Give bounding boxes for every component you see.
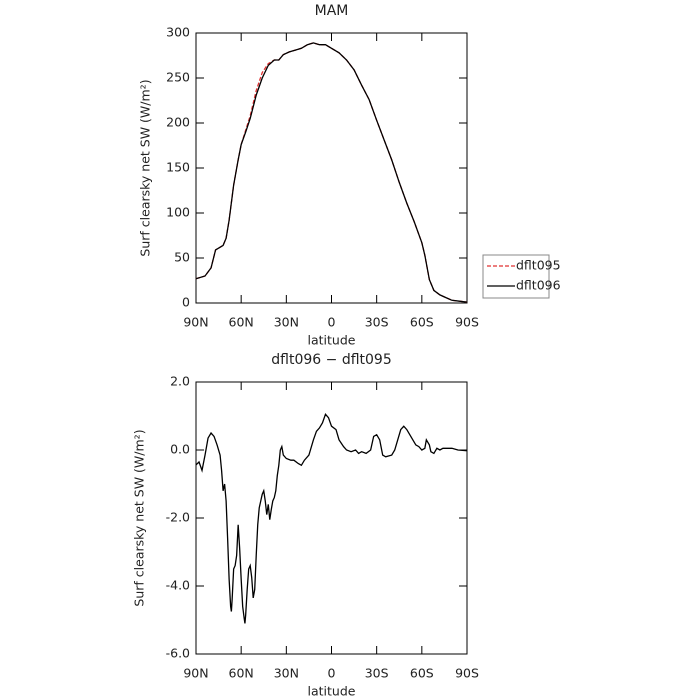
panel: dflt096 − dflt095 latitude Surf clearsky n… [132, 352, 479, 699]
data-line [195, 42, 468, 303]
x-tick-label: 30N [274, 315, 299, 330]
y-tick-label: -2.0 [166, 510, 190, 525]
x-tick-label: 60N [229, 666, 254, 681]
x-tick-label: 60S [410, 666, 434, 681]
plot-frame [195, 381, 468, 655]
x-tick-label: 0 [328, 315, 336, 330]
x-tick-label: 60N [229, 315, 254, 330]
x-tick-label: 30N [274, 666, 299, 681]
y-axis-label: Surf clearsky net SW (W/m²) [138, 79, 153, 256]
x-tick-label: 60S [410, 315, 434, 330]
chart-title: MAM [315, 3, 349, 19]
y-axis-label: Surf clearsky net SW (W/m²) [132, 429, 147, 606]
legend-box [482, 254, 550, 299]
panel: MAM latitude Surf clearsky net SW (W/m²) 90… [138, 3, 561, 348]
y-tick-label: 2.0 [170, 374, 190, 389]
x-tick-label: 90N [183, 315, 208, 330]
y-tick-label: -6.0 [166, 646, 190, 661]
y-tick-label: 300 [166, 25, 190, 40]
y-tick-label: -4.0 [166, 578, 190, 593]
x-tick-label: 30S [365, 315, 389, 330]
x-tick-label: 90S [455, 315, 479, 330]
x-tick-label: 90N [183, 666, 208, 681]
y-tick-label: 150 [166, 160, 190, 175]
chart-title: dflt096 − dflt095 [271, 352, 391, 368]
x-tick-label: 90S [455, 666, 479, 681]
x-axis-label: latitude [308, 333, 356, 348]
y-tick-label: 100 [166, 205, 190, 220]
y-tick-label: 0.0 [170, 442, 190, 457]
legend-label: dflt095 [516, 258, 561, 273]
legend-label: dflt096 [516, 278, 561, 293]
y-tick-label: 250 [166, 70, 190, 85]
y-tick-label: 0 [182, 295, 190, 310]
x-tick-label: 30S [365, 666, 389, 681]
x-axis-label: latitude [308, 684, 356, 699]
y-tick-label: 50 [174, 250, 190, 265]
x-tick-label: 0 [328, 666, 336, 681]
y-tick-label: 200 [166, 115, 190, 130]
data-line [195, 413, 468, 624]
